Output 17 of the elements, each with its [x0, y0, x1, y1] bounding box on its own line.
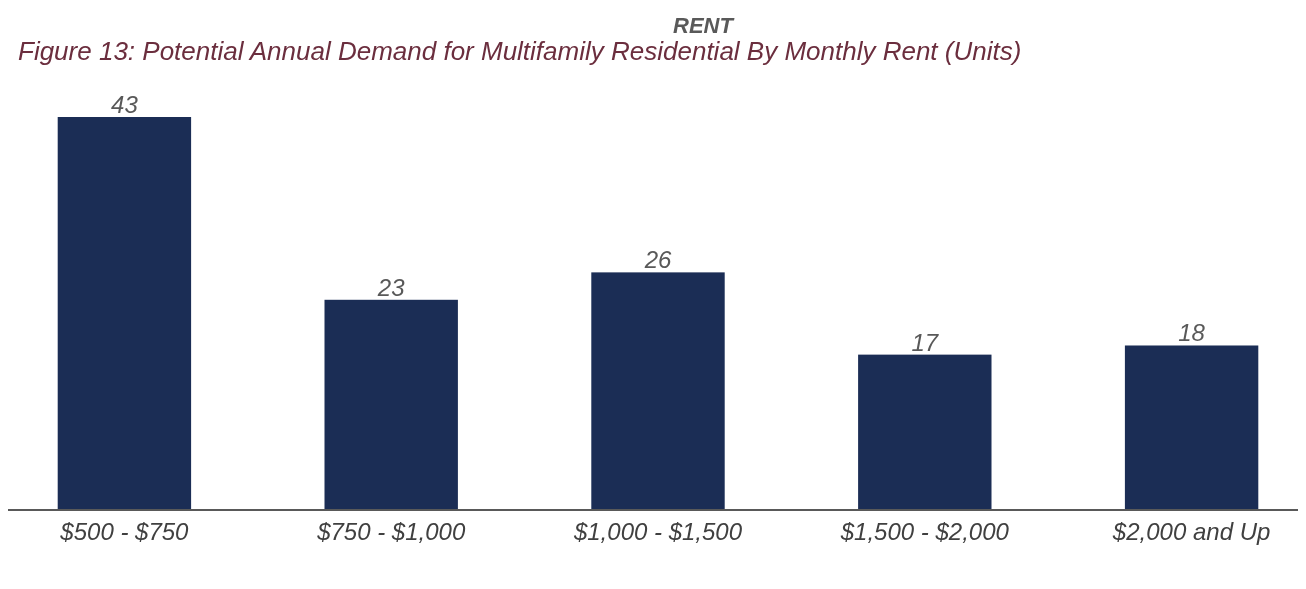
bar — [591, 272, 725, 510]
data-label: 23 — [376, 273, 406, 301]
data-label: 43 — [111, 91, 139, 118]
bar — [1124, 345, 1259, 510]
chart-title: Figure 13: Potential Annual Demand for Multifamily Residential By Monthly Rent (Units) — [18, 36, 1022, 66]
x-tick-label: $1,500 - $2,000 — [839, 518, 1010, 545]
bar — [324, 299, 458, 510]
x-tick-label: $1,000 - $1,500 — [572, 518, 743, 545]
bar — [858, 354, 992, 510]
bar — [57, 117, 192, 510]
x-axis-title: RENT — [673, 13, 735, 38]
data-label: 18 — [1178, 319, 1206, 347]
data-label: 17 — [911, 328, 940, 356]
x-tick-label: $750 - $1,000 — [316, 518, 466, 545]
x-tick-label: $2,000 and Up — [1111, 518, 1271, 545]
x-tick-label: $500 - $750 — [59, 518, 190, 545]
data-label: 26 — [643, 246, 672, 274]
